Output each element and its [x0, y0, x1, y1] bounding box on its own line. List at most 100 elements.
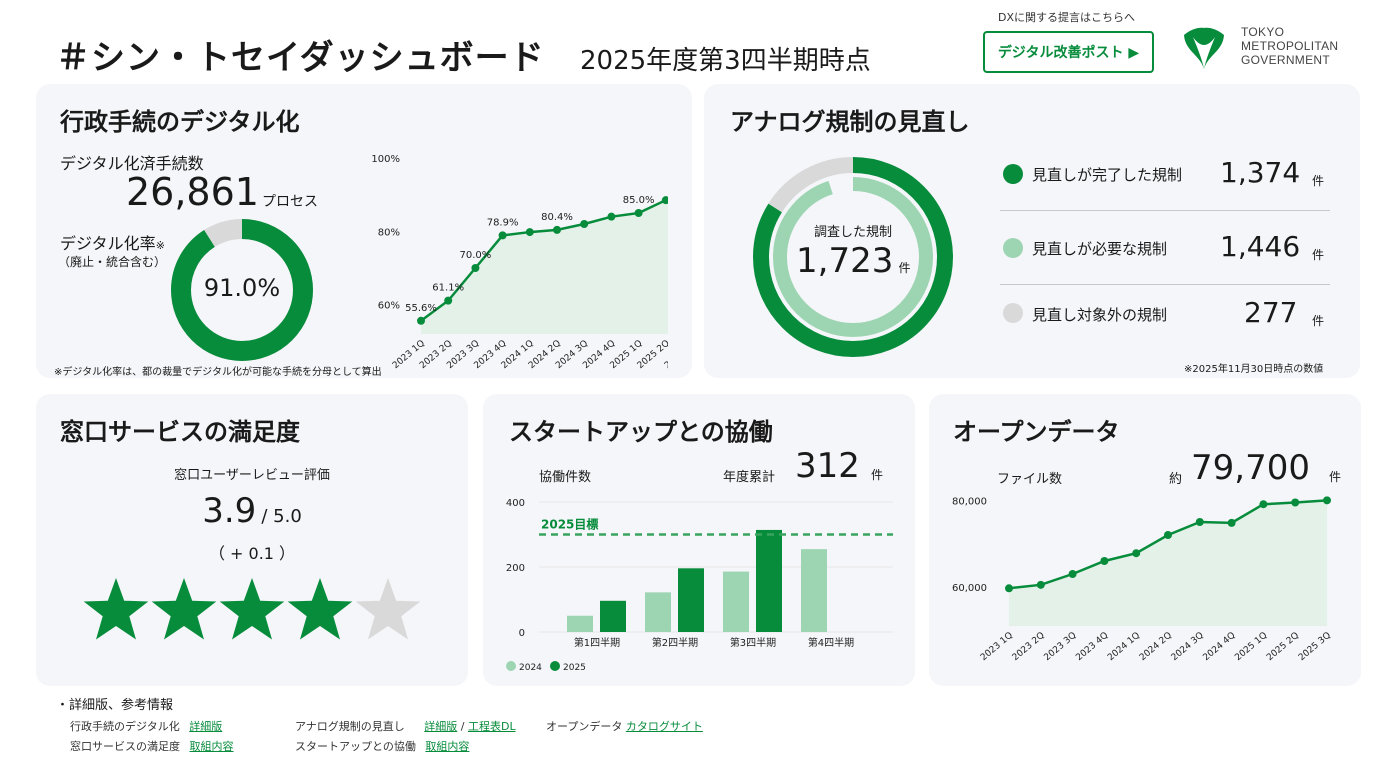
- digitized-count-label: デジタル化済手続数: [60, 154, 204, 173]
- divider: [1000, 210, 1330, 211]
- data-point: [661, 196, 668, 205]
- legend-completed-dot: [1003, 164, 1023, 184]
- x-tick-label: 2023 3Q: [1043, 631, 1079, 663]
- startup-collaboration-card: スタートアップとの協働 協働件数 年度累計 312 件 0 200 400 第1四半期…: [483, 394, 915, 686]
- surveyed-value: 1,723: [796, 241, 894, 281]
- ref-digital-detail-link[interactable]: 詳細版: [189, 720, 223, 733]
- area-fill: [1009, 500, 1327, 626]
- fiscal-total-label: 年度累計: [723, 470, 776, 485]
- data-label: 61.1%: [432, 283, 464, 294]
- legend-excluded-unit: 件: [1312, 314, 1325, 328]
- ref-analog-schedule-link[interactable]: 工程表DL: [467, 720, 516, 733]
- y-tick-label: 200: [506, 563, 525, 574]
- data-point: [1323, 496, 1331, 505]
- score-delta: （ + 0.1 ）: [208, 544, 296, 563]
- data-label: 78.9%: [487, 217, 519, 228]
- legend-excluded-dot: [1003, 303, 1023, 323]
- data-point: [1100, 557, 1109, 565]
- star-filled-icon: [83, 578, 149, 640]
- bar-2025: [756, 529, 782, 632]
- star-rating: [82, 570, 422, 650]
- x-tick-label: 2024 1Q: [1106, 631, 1142, 663]
- bar-2024: [801, 549, 827, 632]
- legend-label: 2025: [563, 663, 586, 673]
- star-filled-icon: [287, 578, 353, 640]
- analog-regulations-donut: [753, 157, 953, 357]
- digitization-rate-label: デジタル化率※: [60, 230, 165, 254]
- data-point: [607, 212, 616, 221]
- ref-open-catalog-link[interactable]: カタログサイト: [625, 720, 703, 733]
- ref-digital: 行政手続のデジタル化 詳細版: [70, 718, 222, 734]
- digital-rate-line-chart: 60% 80% 100% 55.6% 61.1% 70.0% 78.9% 80.4% 85.0%…: [371, 154, 668, 371]
- ref-label: アナログ規制の見直し: [295, 720, 405, 733]
- y-tick-label: 80,000: [952, 496, 987, 507]
- legend-needed-value: 1,446: [1220, 230, 1301, 263]
- y-tick-label: 60,000: [952, 583, 987, 594]
- bar-2024: [723, 571, 749, 632]
- legend-needed-label: 見直しが必要な規制: [1032, 240, 1168, 258]
- references-heading: ・詳細版、参考情報: [56, 698, 174, 713]
- digitized-count-unit: プロセス: [262, 194, 318, 210]
- donut-fill: [171, 219, 313, 361]
- x-tick-label: 2024 4Q: [1202, 631, 1238, 663]
- digitized-count-value: 26,861: [126, 170, 259, 214]
- ref-label: オープンデータ: [546, 720, 623, 733]
- bar-2024: [567, 615, 593, 632]
- legend-dot: [550, 661, 560, 671]
- data-point: [1291, 498, 1300, 507]
- legend-completed-label: 見直しが完了した規制: [1032, 166, 1183, 184]
- analog-note: ※2025年11月30日時点の数値: [1184, 364, 1324, 375]
- fiscal-total-value: 312: [795, 446, 860, 486]
- target-label: 2025目標: [541, 517, 598, 532]
- open-data-card: オープンデータ ファイル数 約 79,700 件 60,000 80,000 202…: [929, 394, 1361, 686]
- bar-2024: [645, 592, 671, 632]
- ref-startup: スタートアップとの協働 取組内容: [295, 738, 469, 754]
- legend-needed-unit: 件: [1312, 248, 1325, 262]
- inner-remaining-segment: [773, 177, 933, 337]
- x-tick-label: 2025 2Q: [1265, 631, 1301, 663]
- digital-improvement-post-button[interactable]: デジタル改善ポスト ▶: [983, 31, 1154, 73]
- legend-completed-value: 1,374: [1220, 156, 1301, 189]
- ref-open: オープンデータ カタログサイト: [546, 718, 703, 734]
- data-point: [1005, 584, 1013, 593]
- data-label: 80.4%: [541, 212, 573, 223]
- digital-procedures-card: 行政手続のデジタル化 デジタル化済手続数 26,861 プロセス デジタル化率※…: [36, 84, 692, 378]
- divider: [1000, 284, 1330, 285]
- y-tick-label: 60%: [378, 301, 400, 312]
- card-title: 窓口サービスの満足度: [60, 418, 300, 446]
- outer-excluded-segment: [753, 157, 953, 357]
- data-label: 85.0%: [623, 195, 655, 206]
- x-tick-label: 2025 3Q: [1297, 631, 1333, 663]
- ref-startup-link[interactable]: 取組内容: [425, 740, 470, 753]
- card-title: アナログ規制の見直し: [730, 108, 970, 136]
- data-point: [553, 225, 561, 234]
- x-tick-label: 2024 3Q: [1170, 631, 1206, 663]
- ref-label: 行政手続のデジタル化: [70, 720, 180, 733]
- y-tick-label: 400: [506, 498, 525, 509]
- area-fill: [421, 199, 668, 334]
- surveyed-unit: 件: [898, 261, 911, 275]
- star-filled-icon: [219, 578, 285, 640]
- ref-window: 窓口サービスの満足度 取組内容: [70, 738, 234, 754]
- digitization-rate-donut: [171, 219, 313, 361]
- ref-analog-detail-link[interactable]: 詳細版: [424, 720, 458, 733]
- digitization-rate-sub: （廃止・統合含む）: [58, 255, 167, 269]
- x-tick-label: 第4四半期: [808, 636, 854, 649]
- startup-bar-chart: 0 200 400 第1四半期 第2四半期 第3四半期 第4四半期 2025目標 2024 202…: [506, 498, 893, 673]
- x-tick-label: 2023 2Q: [1011, 631, 1047, 663]
- x-tick-label: 2024 2Q: [1138, 631, 1174, 663]
- dx-note: DXに関する提言はこちらへ: [998, 11, 1136, 24]
- period-label: 2025年度第3四半期時点: [580, 46, 871, 76]
- fiscal-total-unit: 件: [871, 468, 884, 482]
- ref-label: スタートアップとの協働: [295, 740, 416, 753]
- ref-label: 窓口サービスの満足度: [70, 740, 180, 753]
- x-tick-label: 第1四半期: [574, 636, 620, 649]
- data-point: [1068, 570, 1077, 578]
- x-tick-label: 2023 4Q: [1074, 631, 1110, 663]
- legend-excluded-label: 見直し対象外の規制: [1032, 306, 1168, 324]
- tmg-ginkgo-icon[interactable]: [1183, 25, 1225, 71]
- data-point: [1132, 549, 1141, 558]
- collab-count-label: 協働件数: [539, 470, 592, 485]
- ref-window-link[interactable]: 取組内容: [189, 740, 234, 753]
